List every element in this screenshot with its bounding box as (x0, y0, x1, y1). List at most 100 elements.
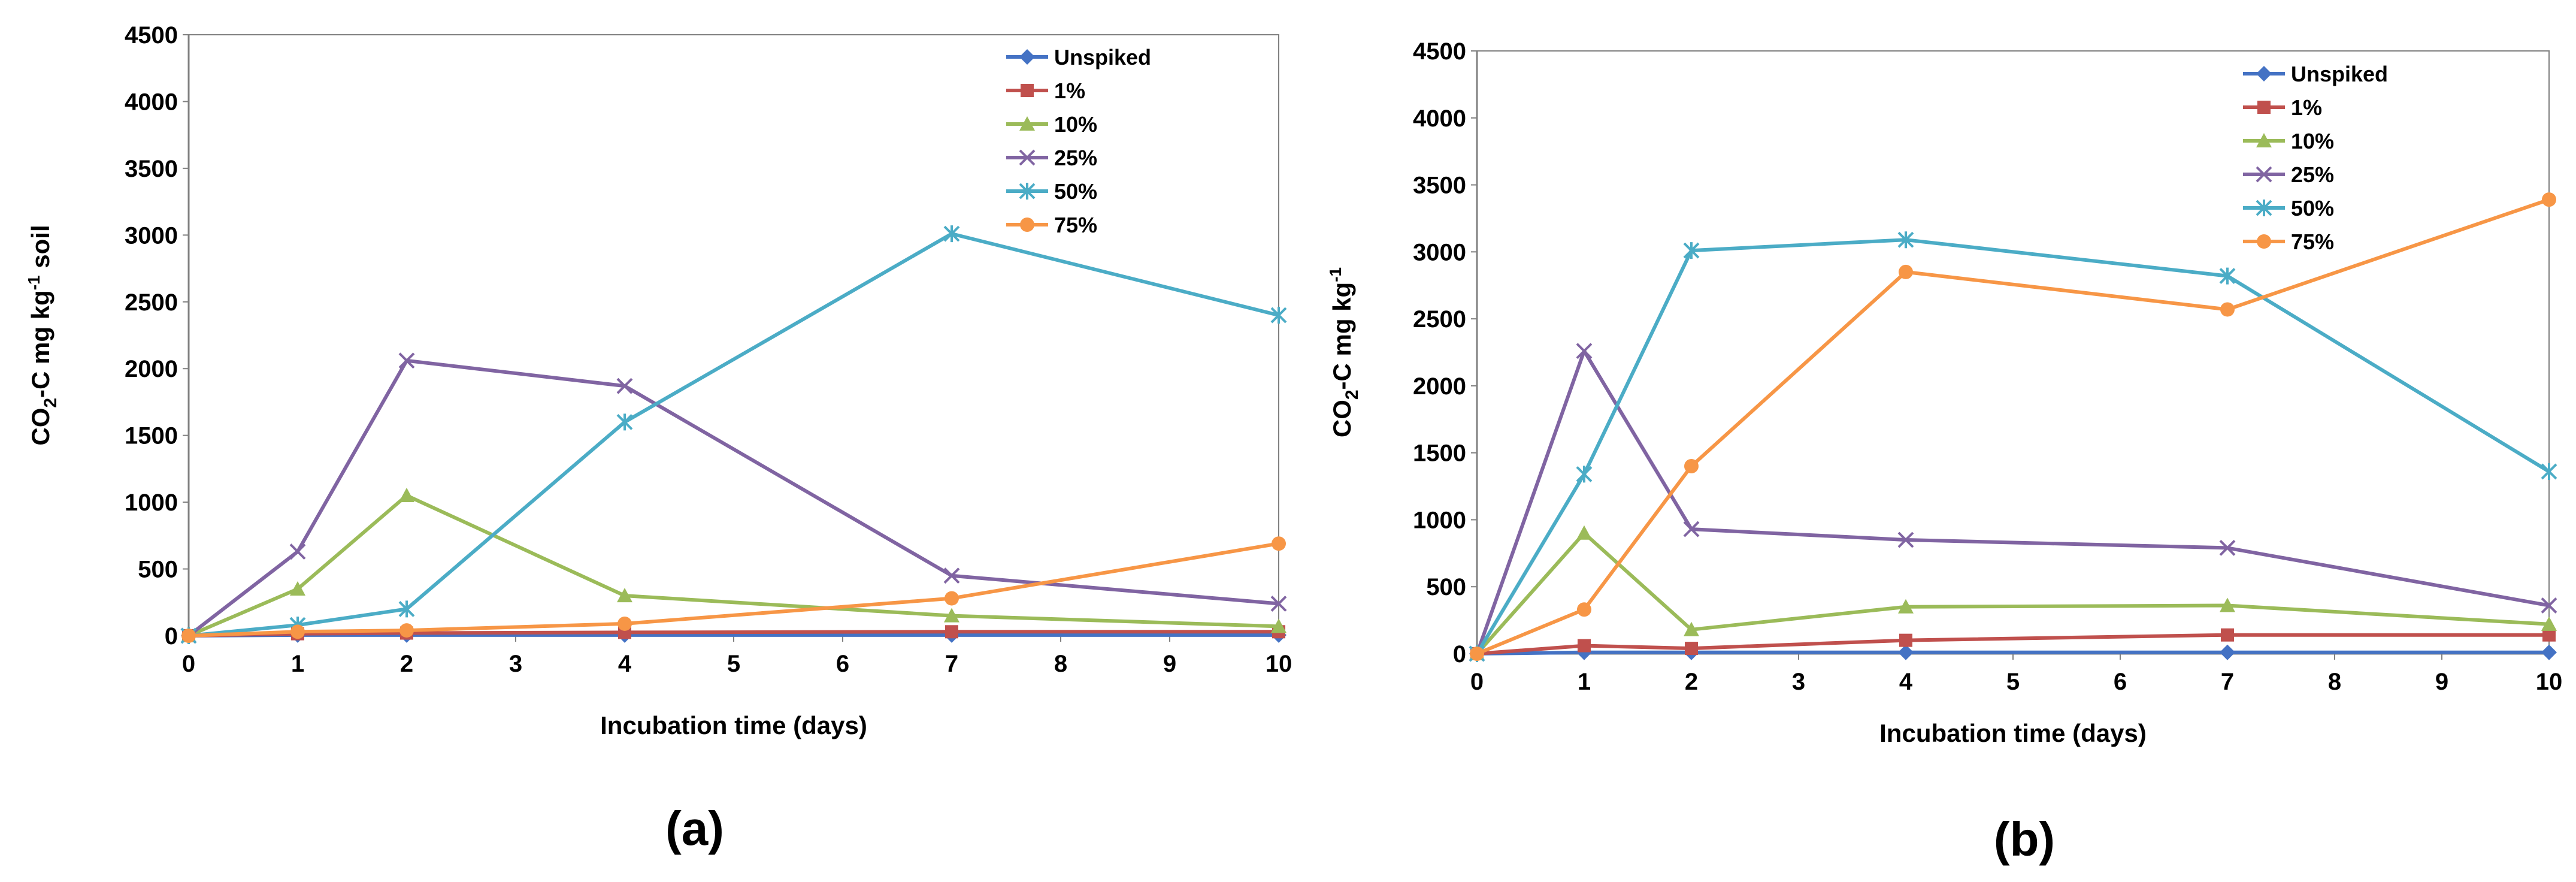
legend-label: 50% (2291, 196, 2334, 220)
data-point-10% (1898, 599, 1914, 614)
x-tick-label: 3 (1792, 669, 1805, 695)
legend-marker-50% (2256, 200, 2272, 216)
data-point-10% (2220, 597, 2235, 612)
series-line-50% (1475, 238, 2550, 655)
legend-label: 25% (2291, 162, 2334, 187)
data-point-10% (2541, 616, 2557, 631)
y-tick-label: 1500 (1413, 440, 1466, 467)
x-axis-label: Incubation time (days) (600, 711, 867, 739)
data-point-50% (2541, 463, 2557, 480)
data-point-75% (399, 623, 414, 638)
data-point-75% (1899, 264, 1913, 279)
legend-marker-25% (2256, 166, 2272, 183)
legend-marker-10% (1019, 116, 1035, 131)
x-tick-label: 3 (509, 651, 522, 677)
legend-label: 75% (2291, 229, 2334, 254)
x-tick-label: 1 (1578, 669, 1591, 695)
x-tick-label: 0 (1470, 669, 1484, 695)
data-point-Unspiked (2220, 644, 2235, 660)
data-point-50% (616, 413, 633, 431)
legend-label: 1% (2291, 95, 2322, 120)
data-point-50% (1897, 231, 1914, 249)
y-tick-label: 4000 (1413, 105, 1466, 132)
legend-label: 1% (1054, 78, 1085, 103)
y-tick-label: 4500 (125, 22, 178, 49)
chart-panel-b: 0 500 1000 1500 2000 2500 3000 3500 4000 4500 0 1 2 3… (1326, 38, 2562, 866)
data-point-25% (616, 377, 633, 394)
data-point-1% (1578, 639, 1591, 653)
legend-marker-Unspiked (2256, 66, 2272, 81)
legend-label: Unspiked (2291, 62, 2388, 86)
data-point-50% (1270, 307, 1287, 324)
y-tick-label: 3000 (125, 222, 178, 249)
legend-label: 10% (1054, 112, 1097, 137)
x-tick-label: 4 (618, 651, 632, 677)
x-tick-label: 7 (945, 651, 958, 677)
data-point-75% (1577, 602, 1591, 617)
data-point-75% (617, 616, 632, 631)
y-tick-label: 3500 (125, 156, 178, 182)
x-tick-label: 8 (1054, 651, 1067, 677)
data-point-1% (1899, 633, 1912, 647)
x-tick-label: 5 (2006, 669, 2020, 695)
y-tick-label: 500 (138, 557, 178, 583)
series-line-Unspiked (1476, 650, 2549, 656)
x-axis-label: Incubation time (days) (1879, 719, 2147, 747)
data-point-10% (617, 588, 632, 603)
x-tick-label: 2 (1685, 669, 1698, 695)
x-tick-label: 0 (182, 651, 195, 677)
data-point-25% (1683, 521, 1700, 537)
y-tick-label: 0 (165, 623, 178, 650)
data-point-75% (290, 624, 305, 639)
data-point-50% (2219, 267, 2236, 285)
legend-marker-75% (1020, 218, 1034, 232)
data-point-50% (1683, 242, 1700, 259)
data-point-1% (2542, 628, 2556, 642)
y-tick-label: 3000 (1413, 239, 1466, 265)
chart-panel-a: 0 500 1000 1500 2000 2500 3000 3500 4000 4500 0 1 2 3… (25, 22, 1292, 855)
data-point-50% (943, 225, 960, 243)
data-point-50% (1576, 466, 1593, 483)
legend-marker-1% (1021, 84, 1034, 97)
data-point-25% (1270, 596, 1287, 612)
x-tick-label: 1 (291, 651, 304, 677)
series-line-10% (187, 494, 1279, 638)
legend-marker-75% (2257, 234, 2271, 249)
data-point-1% (1685, 642, 1698, 656)
y-axis-label: CO2-C mg kg-1 (1326, 267, 1362, 437)
y-tick-label: 2000 (125, 356, 178, 382)
data-point-10% (399, 487, 414, 502)
legend-marker-1% (2257, 101, 2271, 114)
y-tick-label: 4000 (125, 89, 178, 115)
legend-marker-10% (2256, 133, 2272, 147)
legend-label: 10% (2291, 129, 2334, 153)
y-tick-label: 2500 (125, 289, 178, 316)
legend-marker-Unspiked (1019, 49, 1035, 65)
y-tick-label: 2000 (1413, 373, 1466, 400)
x-tick-label: 9 (1163, 651, 1176, 677)
data-point-25% (1897, 531, 1914, 548)
x-tick-label: 10 (2536, 669, 2563, 695)
data-point-1% (2221, 628, 2234, 642)
x-tick-label: 8 (2328, 669, 2341, 695)
data-point-75% (2220, 302, 2235, 317)
legend-marker-25% (1019, 149, 1036, 166)
legend: Unspiked 1% 10% 25% 50% 75% (1006, 45, 1151, 237)
plot-area (188, 34, 1279, 636)
legend-label: Unspiked (1054, 45, 1151, 70)
x-tick-label: 2 (400, 651, 413, 677)
y-axis-label: CO2-C mg kg-1 soil (25, 225, 60, 445)
y-tick-label: 1500 (125, 423, 178, 449)
x-tick-label: 4 (1899, 669, 1913, 695)
y-tick-label: 500 (1426, 574, 1466, 600)
data-point-25% (943, 567, 960, 584)
x-tick-label: 7 (2221, 669, 2234, 695)
series-line-1% (1476, 633, 2549, 656)
x-tick-label: 5 (727, 651, 740, 677)
legend-marker-50% (1019, 183, 1036, 200)
data-point-75% (945, 591, 959, 606)
y-tick-label: 1000 (1413, 507, 1466, 533)
series-line-50% (188, 232, 1279, 638)
data-point-25% (398, 352, 415, 369)
